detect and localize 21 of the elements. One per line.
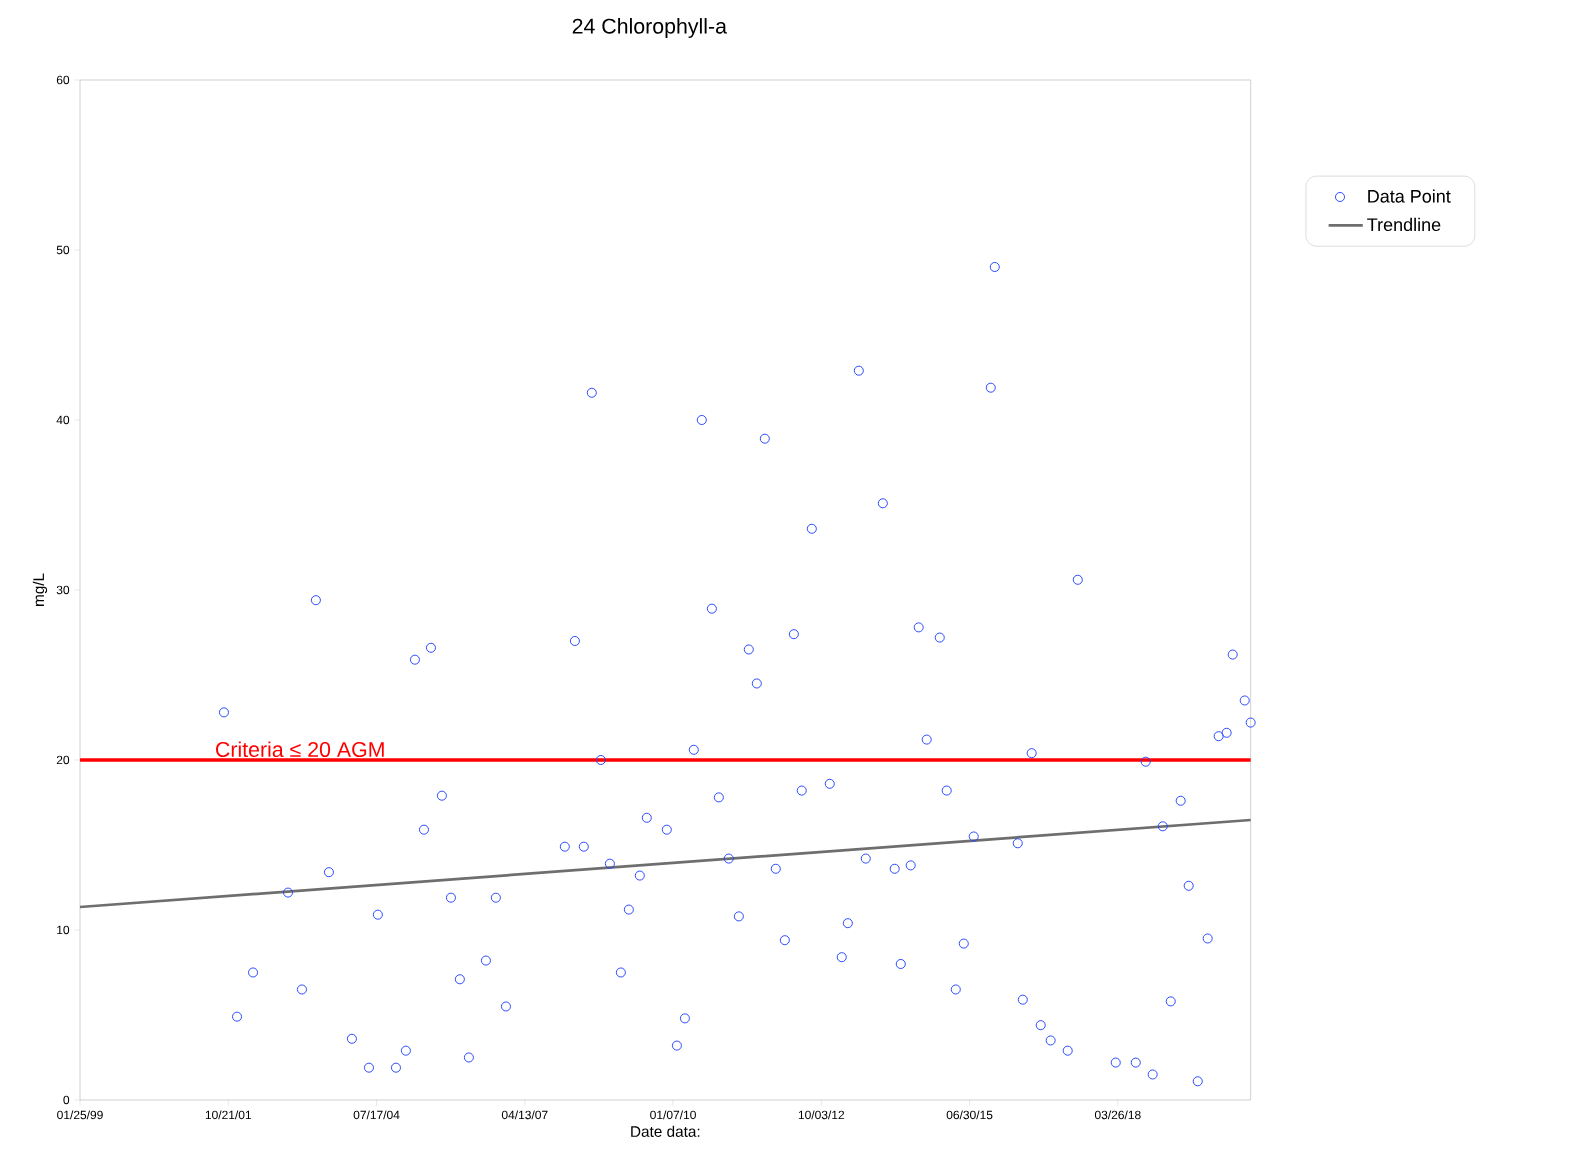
- y-tick-label: 10: [57, 925, 70, 935]
- x-axis-title: Date data:: [631, 1125, 700, 1137]
- x-tick-label: 10/21/01: [205, 1110, 252, 1120]
- legend-label: Data Point: [1368, 189, 1451, 203]
- legend-label: Trendline: [1367, 217, 1441, 231]
- y-tick-label: 30: [56, 585, 70, 595]
- x-tick-label: 06/30/15: [946, 1110, 993, 1120]
- x-tick-label: 03/26/18: [1094, 1110, 1141, 1120]
- y-tick-label: 20: [56, 755, 70, 765]
- ref-line-label: Criteria ≤ 20 AGM: [216, 741, 384, 757]
- x-tick-label: 01/25/99: [57, 1110, 103, 1120]
- x-tick-label: 04/13/07: [501, 1110, 548, 1120]
- x-tick-label: 01/07/10: [650, 1110, 696, 1120]
- chart-title: 24 Chlorophyll-a: [572, 17, 727, 38]
- y-tick-label: 0: [63, 1095, 70, 1105]
- y-axis-title: mg/L: [32, 573, 48, 606]
- x-tick-label: 10/03/12: [798, 1110, 845, 1120]
- y-tick-label: 60: [56, 75, 70, 85]
- x-tick-label: 07/17/04: [353, 1110, 400, 1120]
- y-tick-label: 50: [56, 245, 70, 255]
- y-tick-label: 40: [56, 415, 70, 425]
